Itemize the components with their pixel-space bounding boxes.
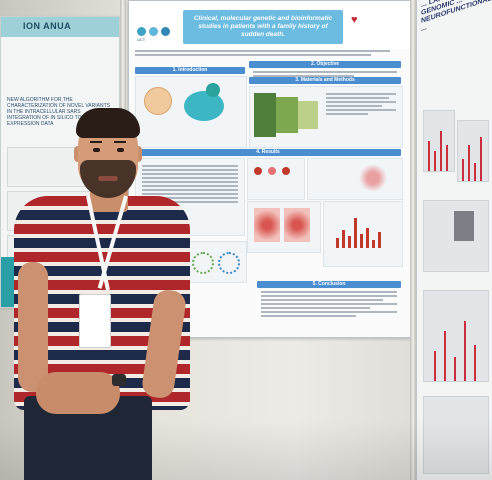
intro-figure <box>144 87 172 115</box>
right-poster-figure <box>423 110 455 172</box>
results-figure <box>247 158 305 200</box>
section-results: 4. Results <box>135 149 401 156</box>
results-bar-chart <box>323 201 403 267</box>
left-poster-header: ION ANUA <box>1 17 119 37</box>
name-badge <box>79 294 111 348</box>
methods-text <box>326 93 396 117</box>
intro-figure <box>206 83 220 97</box>
logo-icon <box>161 27 170 36</box>
right-poster-figure <box>423 290 489 382</box>
right-poster-figure <box>423 200 489 272</box>
poster-title: Clinical, molecular genetic and bioinfor… <box>183 10 343 44</box>
section-introduction: 1. Introduction <box>135 67 245 74</box>
methods-diagram <box>254 93 276 137</box>
poster-logos: UCT <box>137 21 177 43</box>
watch-icon <box>112 374 126 386</box>
objective-text <box>253 71 397 79</box>
ear <box>134 146 142 162</box>
conclusion-text <box>261 291 397 319</box>
section-materials-methods: 3. Materials and Methods <box>249 77 401 84</box>
methods-panel <box>249 86 403 148</box>
results-scatter <box>307 158 403 200</box>
clasped-hands <box>36 372 120 414</box>
heart-icon: ♥ <box>351 14 358 26</box>
main-poster-header: UCT Clinical, molecular genetic and bioi… <box>129 1 410 49</box>
left-poster-title: NEW ALGORITHM FOR THE CHARACTERIZATION O… <box>7 97 110 127</box>
section-conclusion: 5. Conclusion <box>257 281 401 288</box>
logo-text: UCT <box>137 37 146 42</box>
eyebrow <box>114 141 126 143</box>
logo-icon <box>137 27 146 36</box>
section-objective: 2. Objective <box>249 61 401 68</box>
lanyard <box>82 195 134 296</box>
methods-diagram <box>276 97 298 133</box>
mouth <box>98 176 118 181</box>
left-arm <box>18 262 48 392</box>
hair <box>76 108 140 138</box>
poster-authors <box>135 50 403 60</box>
eye <box>117 148 124 152</box>
methods-diagram <box>298 101 318 129</box>
introduction-panel <box>135 76 247 148</box>
right-poster-figure <box>457 120 489 182</box>
results-histology <box>247 201 321 253</box>
booth-post <box>410 0 416 480</box>
intro-figure <box>184 91 224 121</box>
eyebrow <box>90 141 102 143</box>
eye <box>93 148 100 152</box>
right-poster: ... LARITY ... GENOMIC ... NEUROFUNCTION… <box>416 0 492 480</box>
logo-icon <box>149 27 158 36</box>
right-poster-figure <box>423 396 489 474</box>
